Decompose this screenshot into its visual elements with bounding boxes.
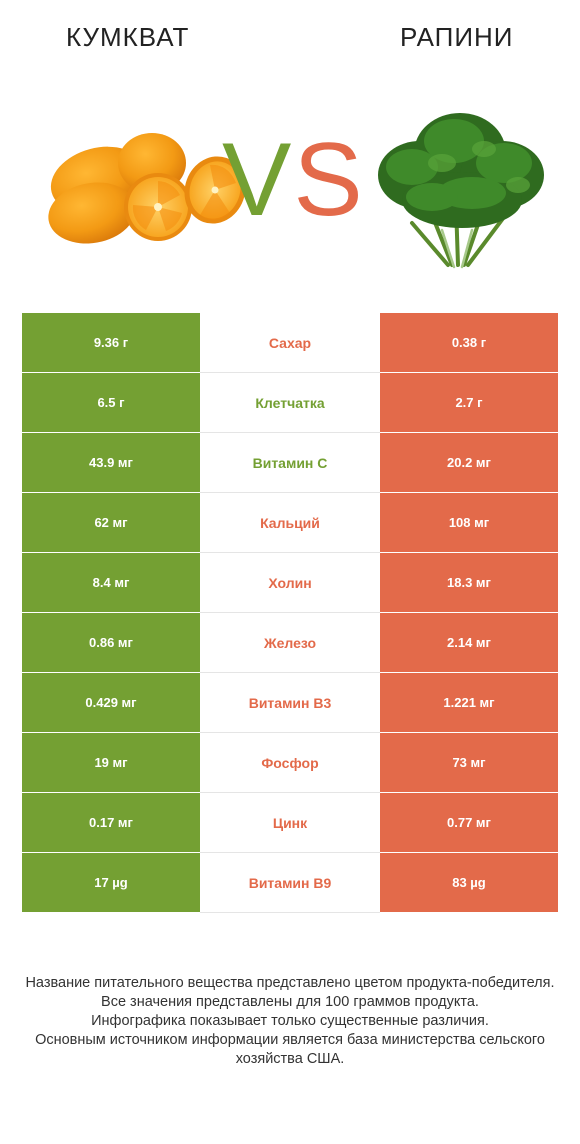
left-value: 0.17 мг — [22, 792, 200, 853]
table-row: 62 мг Кальций 108 мг — [22, 492, 558, 553]
left-value: 62 мг — [22, 492, 200, 553]
nutrient-name: Витамин B3 — [200, 672, 380, 733]
nutrient-name: Витамин B9 — [200, 852, 380, 913]
table-row: 43.9 мг Витамин C 20.2 мг — [22, 432, 558, 493]
vs-label: VS — [222, 128, 365, 232]
rapini-image — [378, 113, 544, 269]
nutrient-name: Фосфор — [200, 732, 380, 793]
kumquat-image — [48, 133, 246, 244]
comparison-table: 9.36 г Сахар 0.38 г 6.5 г Клетчатка 2.7 г 43.9… — [22, 313, 558, 913]
footer-line: Основным источником информации является … — [35, 1032, 545, 1067]
right-food-title: РАПИНИ — [400, 22, 514, 52]
right-value: 0.77 мг — [380, 792, 558, 853]
table-row: 8.4 мг Холин 18.3 мг — [22, 552, 558, 613]
footer-line: Инфографика показывает только существенн… — [91, 1013, 489, 1029]
table-row: 9.36 г Сахар 0.38 г — [22, 313, 558, 373]
left-value: 0.86 мг — [22, 612, 200, 673]
right-value: 108 мг — [380, 492, 558, 553]
right-value: 73 мг — [380, 732, 558, 793]
nutrient-name: Витамин C — [200, 432, 380, 493]
left-value: 17 µg — [22, 852, 200, 913]
nutrient-name: Цинк — [200, 792, 380, 853]
table-row: 19 мг Фосфор 73 мг — [22, 732, 558, 793]
left-value: 0.429 мг — [22, 672, 200, 733]
right-value: 18.3 мг — [380, 552, 558, 613]
left-value: 9.36 г — [22, 313, 200, 373]
nutrient-name: Кальций — [200, 492, 380, 553]
vs-v: V — [222, 122, 294, 238]
right-value: 1.221 мг — [380, 672, 558, 733]
table-row: 17 µg Витамин B9 83 µg — [22, 852, 558, 913]
footer-line: Все значения представлены для 100 граммо… — [101, 994, 479, 1010]
right-value: 0.38 г — [380, 313, 558, 373]
left-value: 43.9 мг — [22, 432, 200, 493]
nutrient-name: Сахар — [200, 313, 380, 373]
right-value: 20.2 мг — [380, 432, 558, 493]
left-value: 19 мг — [22, 732, 200, 793]
footer-notes: Название питательного вещества представл… — [20, 974, 560, 1069]
table-row: 0.429 мг Витамин B3 1.221 мг — [22, 672, 558, 733]
left-food-title: КУМКВАТ — [66, 22, 190, 52]
left-value: 6.5 г — [22, 372, 200, 433]
left-value: 8.4 мг — [22, 552, 200, 613]
right-value: 2.7 г — [380, 372, 558, 433]
right-value: 2.14 мг — [380, 612, 558, 673]
nutrient-name: Железо — [200, 612, 380, 673]
table-row: 0.86 мг Железо 2.14 мг — [22, 612, 558, 673]
right-value: 83 µg — [380, 852, 558, 913]
table-row: 6.5 г Клетчатка 2.7 г — [22, 372, 558, 433]
footer-line: Название питательного вещества представл… — [25, 975, 555, 991]
nutrient-name: Клетчатка — [200, 372, 380, 433]
vs-s: S — [293, 122, 365, 238]
nutrient-name: Холин — [200, 552, 380, 613]
table-row: 0.17 мг Цинк 0.77 мг — [22, 792, 558, 853]
